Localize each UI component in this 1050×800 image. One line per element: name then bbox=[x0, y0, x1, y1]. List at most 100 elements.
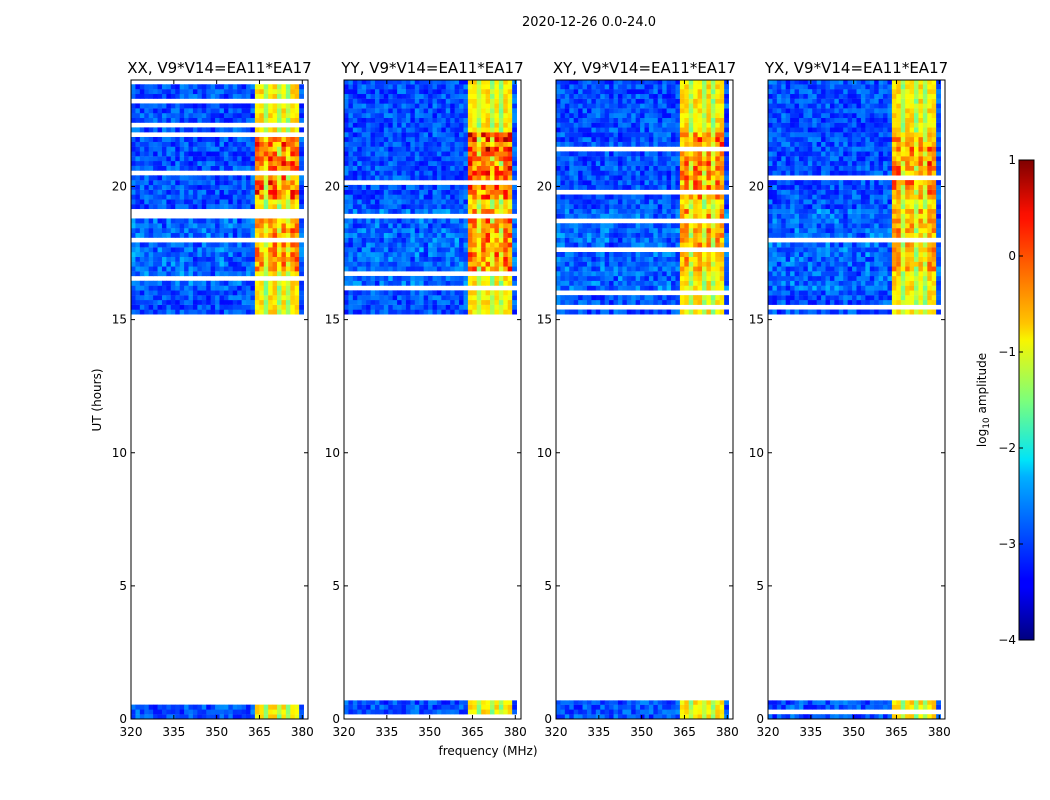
heatmap-cell bbox=[445, 132, 451, 138]
heatmap-cell bbox=[481, 228, 487, 234]
heatmap-cell bbox=[344, 103, 349, 109]
heatmap-cell bbox=[503, 80, 509, 85]
heatmap-cell bbox=[410, 194, 416, 200]
heatmap-cell bbox=[290, 117, 296, 123]
heatmap-cell bbox=[379, 160, 385, 166]
heatmap-cell bbox=[366, 295, 371, 301]
heatmap-cell bbox=[472, 261, 478, 267]
heatmap-cell bbox=[410, 309, 416, 315]
heatmap-cell bbox=[379, 199, 385, 205]
heatmap-cell bbox=[657, 228, 663, 234]
heatmap-cell bbox=[675, 266, 681, 272]
heatmap-cell bbox=[392, 223, 398, 229]
heatmap-cell bbox=[578, 170, 583, 176]
heatmap-cell bbox=[401, 266, 407, 272]
heatmap-cell bbox=[268, 175, 274, 181]
heatmap-cell bbox=[675, 160, 681, 166]
heatmap-cell bbox=[582, 700, 588, 705]
heatmap-cell bbox=[246, 84, 251, 90]
heatmap-cell bbox=[640, 213, 645, 219]
heatmap-cell bbox=[481, 113, 487, 119]
heatmap-cell bbox=[675, 184, 681, 190]
heatmap-cell bbox=[290, 285, 296, 291]
heatmap-cell bbox=[648, 242, 654, 248]
heatmap-cell bbox=[357, 103, 363, 109]
heatmap-cell bbox=[366, 93, 371, 99]
heatmap-cell bbox=[490, 266, 495, 272]
heatmap-cell bbox=[223, 228, 229, 234]
heatmap-cell bbox=[401, 709, 407, 715]
heatmap-cell bbox=[175, 84, 181, 90]
heatmap-cell bbox=[419, 160, 425, 166]
heatmap-cell bbox=[507, 309, 513, 315]
heatmap-cell bbox=[715, 199, 721, 205]
heatmap-cell bbox=[201, 136, 207, 142]
heatmap-cell bbox=[397, 247, 402, 253]
heatmap-cell bbox=[272, 247, 278, 253]
heatmap-cell bbox=[586, 223, 592, 229]
heatmap-cell bbox=[715, 213, 721, 219]
heatmap-cell bbox=[401, 156, 407, 162]
heatmap-cell bbox=[170, 223, 176, 229]
heatmap-cell bbox=[228, 184, 234, 190]
heatmap-cell bbox=[635, 165, 641, 171]
heatmap-cell bbox=[405, 266, 411, 272]
heatmap-cell bbox=[348, 136, 354, 142]
heatmap-cell bbox=[476, 89, 482, 95]
heatmap-cell bbox=[352, 208, 358, 214]
heatmap-cell bbox=[294, 266, 300, 272]
heatmap-cell bbox=[192, 127, 198, 133]
heatmap-cell bbox=[379, 266, 385, 272]
heatmap-cell bbox=[392, 84, 398, 90]
heatmap-cell bbox=[232, 256, 238, 262]
heatmap-cell bbox=[370, 113, 376, 119]
heatmap-cell bbox=[161, 146, 167, 152]
heatmap-cell bbox=[485, 256, 491, 262]
heatmap-cell bbox=[405, 189, 411, 195]
heatmap-cell bbox=[352, 218, 358, 224]
heatmap-cell bbox=[215, 266, 220, 272]
heatmap-cell bbox=[503, 93, 509, 99]
heatmap-cell bbox=[410, 290, 416, 296]
heatmap-cell bbox=[613, 136, 619, 142]
heatmap-cell bbox=[175, 146, 181, 152]
heatmap-cell bbox=[675, 309, 681, 315]
heatmap-cell bbox=[268, 299, 274, 305]
heatmap-cell bbox=[631, 213, 637, 219]
heatmap-cell bbox=[600, 252, 606, 257]
heatmap-cell bbox=[268, 295, 274, 301]
heatmap-cell bbox=[184, 714, 189, 720]
heatmap-cell bbox=[476, 194, 482, 200]
heatmap-cell bbox=[710, 151, 716, 157]
heatmap-cell bbox=[401, 237, 407, 243]
heatmap-cell bbox=[631, 266, 637, 272]
heatmap-cell bbox=[436, 170, 442, 176]
heatmap-cell bbox=[352, 151, 358, 157]
heatmap-cell bbox=[472, 256, 478, 262]
heatmap-cell bbox=[476, 127, 482, 133]
heatmap-cell bbox=[401, 204, 407, 210]
heatmap-cell bbox=[706, 228, 712, 234]
heatmap-cell bbox=[485, 156, 491, 162]
heatmap-cell bbox=[144, 160, 150, 166]
heatmap-cell bbox=[463, 141, 469, 147]
heatmap-cell bbox=[467, 160, 473, 166]
heatmap-cell bbox=[374, 160, 380, 166]
heatmap-cell bbox=[512, 122, 517, 128]
heatmap-cell bbox=[201, 304, 207, 310]
heatmap-cell bbox=[188, 252, 194, 257]
heatmap-cell bbox=[392, 141, 398, 147]
heatmap-cell bbox=[179, 108, 185, 114]
heatmap-cell bbox=[710, 285, 716, 291]
heatmap-cell bbox=[379, 175, 385, 181]
heatmap-cell bbox=[710, 199, 716, 205]
heatmap-cell bbox=[719, 242, 725, 248]
heatmap-cell bbox=[166, 304, 172, 310]
heatmap-cell bbox=[166, 256, 172, 262]
heatmap-cell bbox=[679, 256, 685, 262]
heatmap-cell bbox=[697, 223, 703, 229]
heatmap-cell bbox=[445, 170, 451, 176]
heatmap-cell bbox=[357, 122, 363, 128]
heatmap-cell bbox=[166, 290, 172, 296]
heatmap-cell bbox=[139, 189, 145, 195]
